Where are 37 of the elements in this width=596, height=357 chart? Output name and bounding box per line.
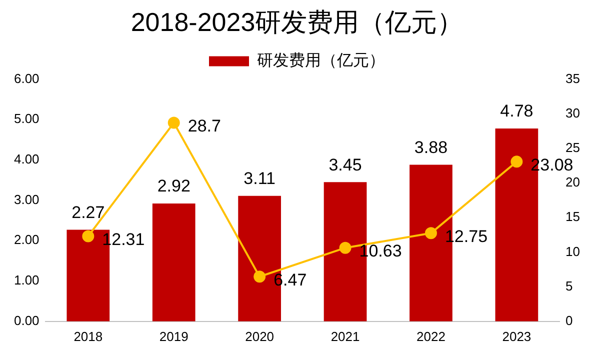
data-label: 28.7 [188,116,221,136]
point [510,156,523,168]
data-label: 3.11 [244,169,276,188]
data-label: 4.78 [500,102,534,121]
y-tick-label: 5.00 [14,111,40,126]
x-tick-label: 2018 [74,328,103,344]
point [168,116,180,129]
point [254,270,266,283]
y2-tick-label: 20 [566,174,580,190]
y2-tick-label: 10 [566,244,580,259]
y2-tick-label: 35 [566,70,580,86]
y2-tick-label: 0 [566,312,573,328]
y2-tick-label: 25 [566,140,580,155]
bar [152,204,196,322]
x-tick-label: 2019 [159,328,188,344]
x-tick-label: 2022 [416,328,446,344]
x-tick-label: 2020 [245,328,274,344]
y-tick-label: 2.00 [14,232,40,248]
chart-title: 2018-2023研发费用（亿元） [130,6,464,37]
x-tick-label: 2023 [502,328,532,344]
y2-tick-label: 5 [566,278,573,294]
data-label: 2.27 [72,202,105,222]
point [339,242,352,254]
y-tick-label: 3.00 [14,192,40,207]
data-label: 3.45 [328,155,362,174]
data-label: 3.88 [414,138,448,157]
x-tick-label: 2021 [330,328,360,344]
y-tick-label: 0.00 [14,312,40,328]
data-label: 2.92 [157,176,190,196]
y-tick-label: 1.00 [14,272,40,288]
point [82,230,94,242]
legend-label: 研发费用（亿元） [257,52,385,70]
y2-tick-label: 30 [566,105,580,120]
y-tick-label: 4.00 [14,152,40,167]
y-tick-label: 6.00 [14,70,40,86]
y2-tick-label: 15 [566,209,580,224]
point [424,227,437,240]
